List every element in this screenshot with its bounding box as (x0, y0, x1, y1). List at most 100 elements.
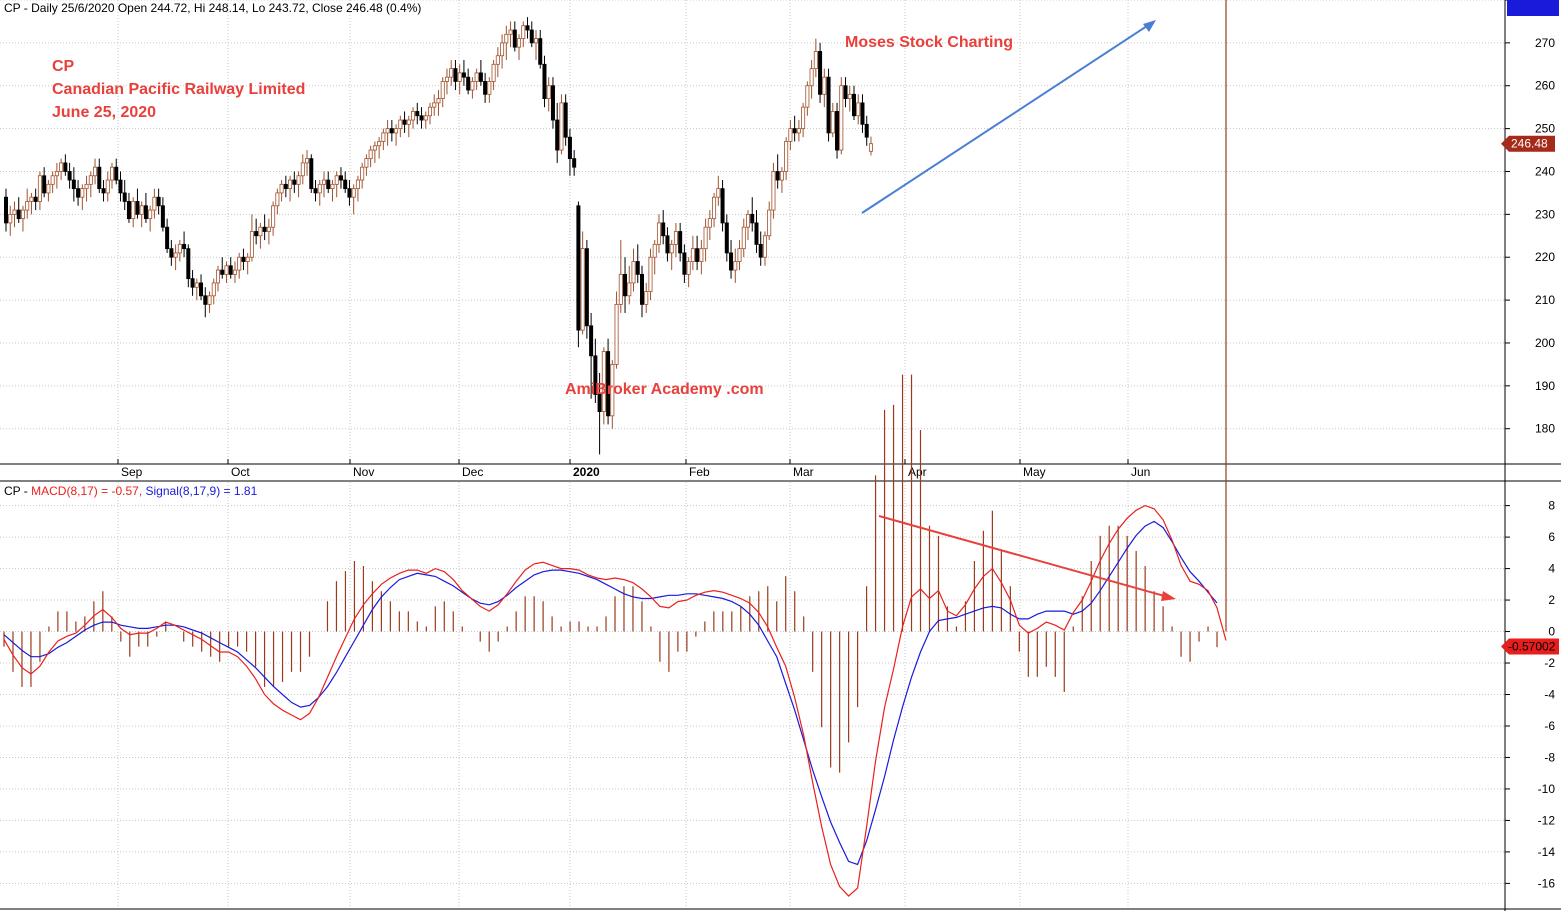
candle-up (360, 166, 365, 181)
candle-up (809, 68, 814, 87)
candle-down (4, 196, 9, 224)
candle-down (775, 171, 780, 181)
candle-up (436, 98, 441, 104)
candle-up (266, 226, 271, 232)
candle-up (686, 261, 691, 275)
candle-up (110, 166, 115, 181)
candle-up (232, 269, 237, 275)
macd-y-tick-label: 6 (1548, 530, 1555, 544)
macd-y-tick-label: -16 (1538, 876, 1556, 890)
candle-up (534, 38, 539, 44)
candle-up (716, 188, 721, 198)
candle-up (372, 145, 377, 151)
macd-y-tick-label: -6 (1544, 719, 1555, 733)
candle-up (224, 265, 229, 275)
candle-up (470, 81, 475, 91)
price-y-tick-label: 260 (1535, 79, 1555, 93)
candle-up (394, 128, 399, 134)
candle-down (283, 183, 288, 190)
price-y-tick-label: 270 (1535, 36, 1555, 50)
candle-up (351, 188, 356, 198)
candle-down (254, 231, 259, 237)
price-y-tick-label: 200 (1535, 336, 1555, 350)
price-y-tick-label: 240 (1535, 164, 1555, 178)
candle-down (682, 252, 687, 275)
candle-down (326, 179, 331, 190)
candle-down (665, 235, 670, 254)
candle-up (245, 256, 250, 262)
candle-up (37, 175, 42, 202)
candle-up (856, 102, 861, 117)
candle-up (139, 205, 144, 215)
candle-up (249, 231, 254, 258)
candle-down (750, 213, 755, 224)
candle-up (275, 192, 280, 207)
candle-down (635, 261, 640, 275)
candle-down (347, 188, 352, 198)
macd-y-axis: -16 -14 -12 -10 -8 -6 -4 -2 0 2 4 6 8 (1505, 499, 1556, 890)
candle-up (830, 111, 835, 134)
price-arrow-head (1143, 20, 1156, 32)
candle-up (398, 119, 403, 130)
price-trend-arrow (861, 20, 1156, 214)
candle-up (788, 128, 793, 142)
candle-down (313, 188, 318, 194)
macd-histogram (3, 0, 1227, 773)
candle-down (661, 222, 666, 237)
candle-down (453, 68, 458, 82)
candle-down (126, 201, 131, 220)
macd-y-tick-label: 0 (1548, 625, 1555, 639)
candle-up (46, 183, 51, 194)
candle-up (614, 303, 619, 365)
macd-value-box (1501, 638, 1559, 655)
candle-up (211, 282, 216, 297)
macd-arrow-head (1161, 591, 1176, 601)
macd-y-tick-label: -4 (1544, 688, 1555, 702)
candle-down (542, 63, 547, 100)
macd-y-tick-label: -12 (1538, 813, 1556, 827)
candle-down (402, 119, 407, 125)
candle-up (59, 162, 64, 172)
candle-down (678, 231, 683, 254)
candle-up (321, 179, 326, 185)
candle-down (101, 188, 106, 194)
candle-down (606, 351, 611, 417)
candle-down (512, 29, 517, 48)
candle-down (190, 278, 195, 288)
candle-down (33, 196, 38, 202)
candle-down (758, 243, 763, 258)
candle-up (822, 76, 827, 95)
x-tick-label: May (1023, 465, 1046, 479)
candle-up (50, 175, 55, 185)
candle-down (695, 248, 700, 262)
candle-down (529, 29, 534, 44)
x-tick-label: Feb (689, 465, 710, 479)
candle-up (746, 213, 751, 228)
candle-down (576, 205, 581, 331)
candle-down (550, 85, 555, 121)
candle-up (741, 226, 746, 250)
candle-up (559, 102, 564, 151)
candle-down (338, 175, 343, 181)
candle-up (20, 209, 25, 220)
candle-up (25, 201, 30, 211)
candle-up (444, 76, 449, 82)
price-y-tick-label: 250 (1535, 122, 1555, 136)
last-price-tag: 246.48 (1501, 135, 1555, 152)
candle-up (84, 183, 89, 190)
x-tick-label: Dec (462, 465, 483, 479)
candle-up (215, 269, 220, 284)
candle-down (220, 269, 225, 275)
candle-up (610, 363, 615, 417)
candle-up (334, 175, 339, 185)
candle-up (288, 179, 293, 190)
candle-down (42, 175, 47, 194)
candle-up (627, 282, 632, 297)
candle-up (762, 235, 767, 258)
signal-line (3, 520, 1218, 866)
candle-up (707, 218, 712, 228)
candle-up (173, 252, 178, 258)
candle-down (860, 102, 865, 125)
candle-down (135, 201, 140, 215)
